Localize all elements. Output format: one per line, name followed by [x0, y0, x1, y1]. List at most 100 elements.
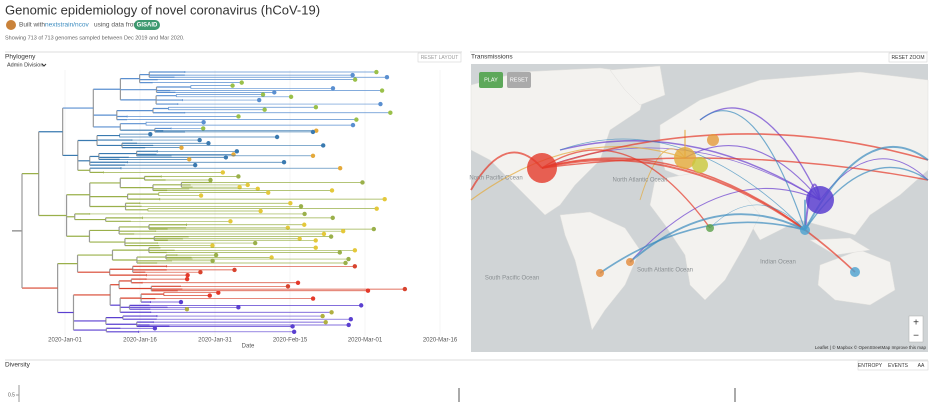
arc	[709, 204, 806, 231]
arc	[541, 149, 711, 229]
tip	[210, 258, 215, 264]
tip	[329, 310, 334, 315]
zoom-control	[908, 315, 924, 343]
tip	[302, 222, 307, 227]
bubble	[527, 153, 557, 183]
arc	[629, 213, 806, 263]
bubble	[692, 157, 708, 173]
tip	[314, 128, 319, 133]
tab[interactable]: EVENTS	[888, 363, 909, 369]
tip	[178, 299, 184, 305]
tip	[281, 160, 287, 165]
tip	[272, 90, 277, 95]
tip	[260, 92, 266, 97]
tip	[313, 245, 318, 250]
tip	[374, 69, 379, 75]
tip	[237, 184, 242, 190]
tip	[216, 290, 221, 295]
tip	[378, 101, 383, 107]
showing: Showing 713 of 713 genomes sampled betwe…	[5, 35, 185, 41]
tip	[236, 114, 241, 119]
zoom-out[interactable]: −	[913, 331, 919, 342]
gisaid[interactable]: GISAID	[137, 23, 158, 29]
tip	[239, 80, 244, 85]
tip	[232, 267, 237, 273]
reset[interactable]: RESET	[510, 77, 529, 83]
reset-layout-button[interactable]	[417, 52, 462, 63]
tip	[313, 238, 318, 243]
bubble	[806, 186, 834, 214]
ocean-label: North Atlantic Ocean	[612, 178, 667, 184]
tip	[187, 157, 192, 162]
tip	[269, 255, 274, 260]
ocean-label: South Atlantic Ocean	[637, 268, 693, 274]
tip	[207, 293, 212, 298]
x-tick-label: 2020-Jan-16	[123, 338, 157, 344]
tip	[285, 284, 291, 289]
tip	[198, 193, 204, 198]
tip	[252, 240, 258, 246]
transmissions-title: Transmissions	[471, 54, 513, 61]
tip	[213, 252, 219, 258]
play[interactable]: PLAY	[484, 77, 498, 83]
phylogeny-title: Phylogeny	[5, 54, 36, 61]
bubble	[674, 147, 696, 169]
x-tick-label: 2020-Jan-01	[48, 338, 82, 344]
tip	[265, 190, 271, 195]
reset-layout[interactable]: RESET LAYOUT	[421, 55, 459, 61]
gisaid-badge[interactable]	[134, 20, 160, 30]
play-button[interactable]	[479, 72, 503, 88]
tip	[354, 117, 359, 122]
x-tick-label: 2020-Mar-16	[423, 338, 458, 344]
x-tick-label: 2020-Jan-31	[198, 338, 232, 344]
tab[interactable]: AA	[918, 363, 925, 369]
y-tick-label: 0.5	[8, 392, 15, 398]
reset-zoom[interactable]: RESET ZOOM	[892, 55, 925, 61]
tip	[352, 264, 358, 269]
tip	[402, 286, 408, 292]
tip	[328, 234, 334, 239]
tip	[200, 126, 206, 131]
tip	[320, 313, 325, 319]
link[interactable]: nextstrain/ncov	[45, 22, 89, 29]
color-by[interactable]: Admin Division	[7, 62, 43, 68]
zoom-in[interactable]: +	[913, 318, 919, 329]
tip	[179, 145, 184, 150]
reset-zoom-button[interactable]	[888, 52, 928, 63]
tip	[365, 288, 371, 293]
tip	[340, 228, 346, 234]
tip	[343, 260, 348, 266]
tip	[262, 107, 267, 112]
tip	[295, 280, 301, 285]
land	[470, 65, 929, 331]
x-tick-label: 2020-Feb-15	[273, 338, 308, 344]
bubble	[706, 224, 714, 232]
tip	[208, 177, 213, 183]
tip	[310, 153, 316, 159]
tip	[310, 129, 316, 135]
tip	[192, 162, 198, 168]
arc	[599, 221, 806, 274]
diversity-title: Diversity	[5, 362, 31, 369]
tip	[184, 276, 190, 282]
tip	[337, 250, 343, 255]
tip	[348, 316, 354, 322]
tab[interactable]: ENTROPY	[858, 363, 883, 369]
arc	[559, 140, 821, 201]
tip	[152, 326, 158, 331]
reset-button[interactable]	[507, 72, 531, 88]
tip	[185, 272, 190, 278]
title: Genomic epidemiology of novel coronaviru…	[5, 2, 320, 17]
tip	[255, 186, 260, 192]
using: using data from	[94, 22, 139, 29]
tip	[330, 215, 335, 221]
arc	[541, 157, 929, 181]
x-tick-label: 2020-Mar-01	[348, 338, 383, 344]
tip	[236, 305, 241, 310]
logo	[6, 20, 16, 30]
dropdown-arrow[interactable]	[41, 63, 47, 67]
built-with: Built with	[19, 22, 45, 29]
tip	[198, 270, 203, 275]
